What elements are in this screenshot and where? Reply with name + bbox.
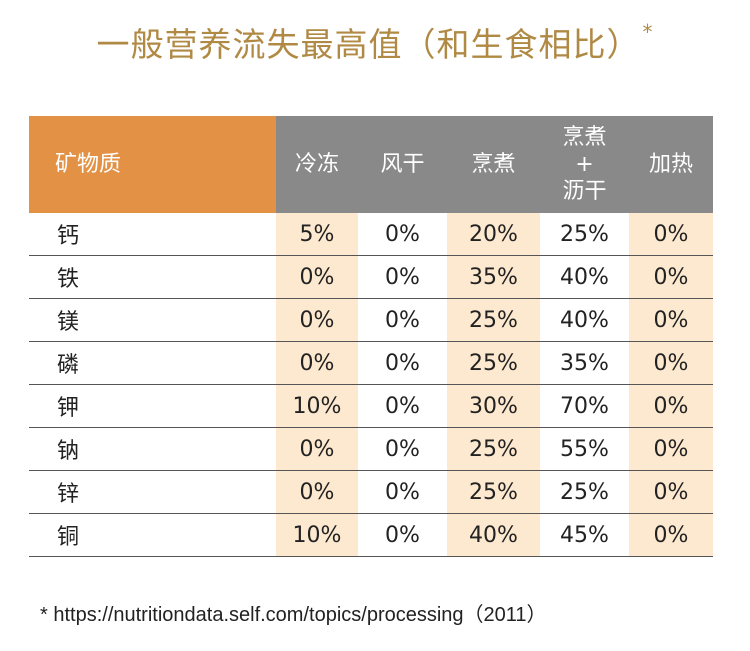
header-mineral: 矿物质	[29, 116, 276, 213]
table-row: 镁 0% 0% 25% 40% 0%	[29, 298, 713, 342]
page-title: 一般营养流失最高值（和生食相比） *	[0, 18, 750, 66]
cell-freeze: 5%	[276, 213, 358, 256]
cell-cook: 25%	[447, 341, 540, 385]
cell-heat: 0%	[629, 513, 713, 557]
table-row: 铁 0% 0% 35% 40% 0%	[29, 255, 713, 299]
header-cook-drain-line1: 烹煮	[562, 125, 607, 150]
cell-mineral: 锌	[29, 470, 276, 514]
cell-mineral: 镁	[29, 298, 276, 342]
table-body: 钙 5% 0% 20% 25% 0% 铁 0% 0% 35% 40% 0% 镁 0% 0% 25% 40% 0% 磷…	[29, 213, 713, 557]
header-cook-drain: 烹煮 + 沥干	[540, 116, 629, 213]
header-cook: 烹煮	[447, 116, 540, 213]
cell-dry: 0%	[358, 513, 447, 557]
cell-freeze: 0%	[276, 298, 358, 342]
cell-cook-drain: 35%	[540, 341, 629, 385]
cell-mineral: 钠	[29, 427, 276, 471]
cell-heat: 0%	[629, 341, 713, 385]
cell-cook-drain: 40%	[540, 255, 629, 299]
cell-dry: 0%	[358, 384, 447, 428]
cell-freeze: 10%	[276, 384, 358, 428]
cell-dry: 0%	[358, 427, 447, 471]
cell-cook-drain: 25%	[540, 470, 629, 514]
cell-heat: 0%	[629, 255, 713, 299]
cell-dry: 0%	[358, 213, 447, 256]
cell-cook: 35%	[447, 255, 540, 299]
cell-heat: 0%	[629, 298, 713, 342]
title-text: 一般营养流失最高值（和生食相比）	[96, 25, 641, 64]
cell-dry: 0%	[358, 470, 447, 514]
header-dry: 风干	[358, 116, 447, 213]
header-heat: 加热	[629, 116, 713, 213]
cell-cook-drain: 25%	[540, 213, 629, 256]
cell-freeze: 0%	[276, 470, 358, 514]
cell-cook-drain: 40%	[540, 298, 629, 342]
cell-heat: 0%	[629, 427, 713, 471]
title-asterisk: *	[642, 20, 654, 44]
table-row: 钙 5% 0% 20% 25% 0%	[29, 213, 713, 256]
table-row: 钾 10% 0% 30% 70% 0%	[29, 384, 713, 428]
cell-cook: 25%	[447, 298, 540, 342]
cell-freeze: 0%	[276, 427, 358, 471]
cell-dry: 0%	[358, 298, 447, 342]
cell-heat: 0%	[629, 470, 713, 514]
cell-mineral: 磷	[29, 341, 276, 385]
cell-cook: 40%	[447, 513, 540, 557]
table-row: 钠 0% 0% 25% 55% 0%	[29, 427, 713, 471]
table-header-row: 矿物质 冷冻 风干 烹煮 烹煮 + 沥干 加热	[29, 116, 713, 213]
table-row: 铜 10% 0% 40% 45% 0%	[29, 513, 713, 557]
cell-mineral: 铜	[29, 513, 276, 557]
header-cook-drain-line2: +	[575, 152, 594, 177]
table-row: 磷 0% 0% 25% 35% 0%	[29, 341, 713, 385]
cell-cook-drain: 55%	[540, 427, 629, 471]
cell-heat: 0%	[629, 213, 713, 256]
cell-cook-drain: 45%	[540, 513, 629, 557]
cell-freeze: 10%	[276, 513, 358, 557]
cell-heat: 0%	[629, 384, 713, 428]
header-cook-drain-line3: 沥干	[562, 179, 607, 204]
cell-cook-drain: 70%	[540, 384, 629, 428]
cell-dry: 0%	[358, 341, 447, 385]
cell-mineral: 铁	[29, 255, 276, 299]
nutrient-loss-table: 矿物质 冷冻 风干 烹煮 烹煮 + 沥干 加热 钙 5% 0% 20% 25% 0% 铁 0%…	[29, 116, 713, 557]
cell-mineral: 钾	[29, 384, 276, 428]
cell-cook: 30%	[447, 384, 540, 428]
cell-freeze: 0%	[276, 341, 358, 385]
cell-cook: 20%	[447, 213, 540, 256]
cell-dry: 0%	[358, 255, 447, 299]
cell-cook: 25%	[447, 470, 540, 514]
cell-freeze: 0%	[276, 255, 358, 299]
header-freeze: 冷冻	[276, 116, 358, 213]
cell-mineral: 钙	[29, 213, 276, 256]
footnote: * https://nutritiondata.self.com/topics/…	[40, 604, 547, 626]
cell-cook: 25%	[447, 427, 540, 471]
table-row: 锌 0% 0% 25% 25% 0%	[29, 470, 713, 514]
